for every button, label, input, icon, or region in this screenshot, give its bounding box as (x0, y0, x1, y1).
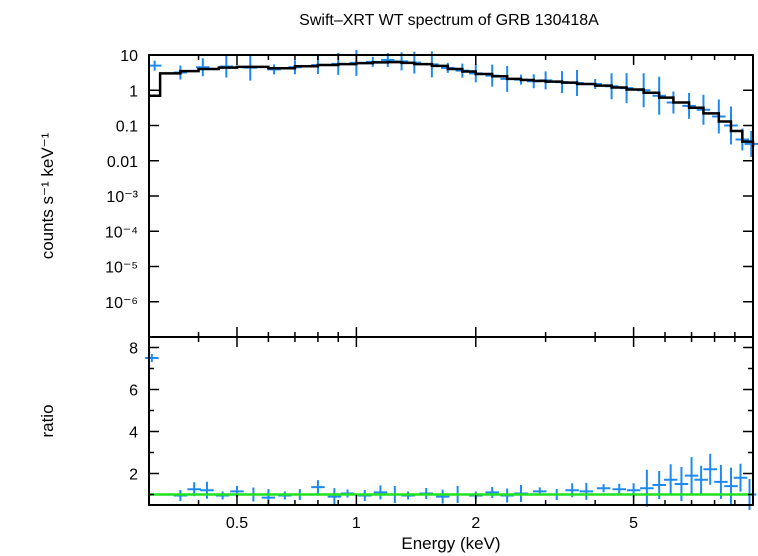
spectrum-y-tick-label: 0.01 (107, 154, 138, 171)
spectrum-y-tick-label: 10 (120, 48, 138, 65)
ratio-data-point (435, 489, 450, 504)
ratio-data-point (373, 485, 388, 500)
x-axis-label: Energy (keV) (401, 534, 500, 553)
ratio-y-tick-label: 8 (129, 341, 138, 358)
spectrum-data-point (744, 130, 758, 157)
ratio-data-point (733, 463, 748, 492)
ratio-data-point (714, 464, 728, 499)
spectrum-y-tick-label: 1 (129, 83, 138, 100)
spectrum-x-ticks (197, 55, 736, 337)
spectrum-y-tick-label: 10⁻³ (106, 189, 138, 206)
ratio-data-point (684, 457, 699, 495)
ratio-data-point (311, 480, 325, 495)
ratio-y-tick-label: 6 (129, 383, 138, 400)
ratio-data-points (145, 354, 757, 510)
ratio-data-point (640, 469, 654, 507)
ratio-data-point (694, 465, 708, 494)
ratio-data-point (596, 484, 611, 493)
ratio-data-point (327, 488, 342, 506)
x-tick-label: 0.5 (226, 515, 248, 532)
ratio-data-point (579, 482, 594, 500)
ratio-data-point (485, 486, 499, 498)
spectrum-y-tick-label: 10⁻⁴ (105, 224, 138, 241)
ratio-data-point (200, 481, 214, 499)
spectrum-y-axis-label: counts s⁻¹ keV⁻¹ (38, 132, 57, 259)
ratio-y-tick-label: 2 (129, 467, 138, 484)
spectrum-y-tick-label: 10⁻⁶ (105, 295, 138, 312)
spectrum-data-point (196, 58, 210, 77)
x-tick-label: 5 (629, 515, 638, 532)
spectrum-y-ticks: 10 1 0.1 0.01 10⁻³ 10⁻⁴ 10⁻⁵ 10⁻⁶ (105, 48, 753, 312)
spectrum-panel: 10 1 0.1 0.01 10⁻³ 10⁻⁴ 10⁻⁵ 10⁻⁶ counts s⁻¹ ke… (38, 48, 758, 338)
ratio-data-point (724, 467, 738, 505)
ratio-x-ticks: 0.5 1 2 5 (197, 337, 736, 532)
ratio-data-point (703, 453, 717, 485)
x-tick-label: 2 (471, 515, 480, 532)
spectrum-y-tick-label: 10⁻⁵ (105, 260, 138, 277)
x-tick-label: 1 (352, 515, 361, 532)
spectrum-y-tick-label: 0.1 (116, 119, 138, 136)
ratio-plot-frame (148, 336, 754, 506)
spectrum-data-point (147, 60, 162, 71)
ratio-y-axis-label: ratio (38, 404, 57, 437)
spectrum-model-line (149, 60, 755, 147)
chart-title: Swift–XRT WT spectrum of GRB 130418A (299, 12, 599, 29)
ratio-y-tick-label: 4 (129, 425, 138, 442)
ratio-data-point (674, 467, 689, 501)
ratio-y-ticks: 8 6 4 2 (129, 341, 753, 496)
ratio-panel: 8 6 4 2 0.5 1 2 5 ratio Energy (keV) (38, 336, 757, 553)
ratio-data-point (145, 354, 159, 362)
ratio-data-point (612, 483, 626, 495)
ratio-data-point (663, 464, 678, 496)
